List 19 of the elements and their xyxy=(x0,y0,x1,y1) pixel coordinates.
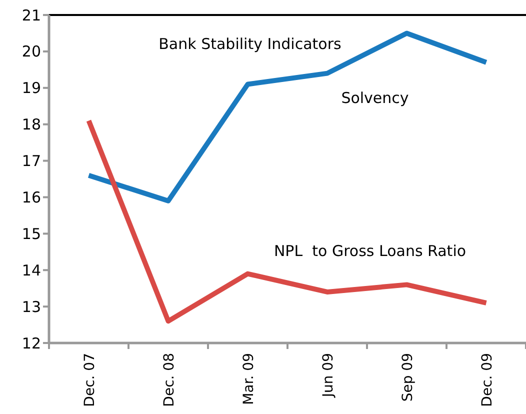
x-tick-label: Sep 09 xyxy=(400,353,416,402)
x-tick-label: Dec. 07 xyxy=(82,353,98,407)
y-tick-label: 20 xyxy=(22,42,41,61)
text: Bank Stability Indicators xyxy=(158,35,342,53)
x-tick-label: Dec. 08 xyxy=(161,353,178,407)
y-tick-label: 21 xyxy=(22,6,41,24)
y-tick-label: 14 xyxy=(22,261,41,280)
y-tick-label: 12 xyxy=(22,334,41,352)
y-tick-label: 19 xyxy=(22,79,41,98)
y-tick-label: 15 xyxy=(22,224,41,243)
x-tick-label: Dec. 09 xyxy=(479,353,496,407)
y-tick-label: 17 xyxy=(22,152,41,170)
y-tick-label: 18 xyxy=(22,116,41,134)
series-label: Solvency xyxy=(341,89,409,107)
y-tick-label: 13 xyxy=(22,298,41,316)
x-tick-label: Mar. 09 xyxy=(240,353,257,405)
y-tick-label: 16 xyxy=(22,188,41,206)
x-tick-label: Jun 09 xyxy=(320,353,336,398)
series-label: NPL to Gross Loans Ratio xyxy=(274,242,466,260)
